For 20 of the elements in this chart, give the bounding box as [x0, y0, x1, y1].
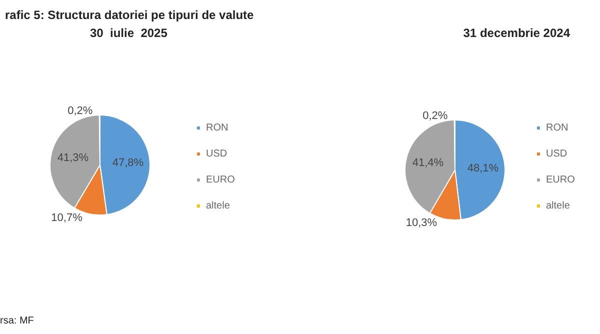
chart-subtitle: 30 iulie 2025: [90, 26, 168, 40]
data-label: 0,2%: [68, 105, 93, 117]
legend-label: USD: [206, 148, 228, 160]
data-label: 10,3%: [406, 216, 438, 229]
data-label: 10,7%: [51, 212, 83, 224]
data-label: 0,2%: [422, 110, 448, 122]
data-label: 48,1%: [467, 162, 499, 174]
data-label: 41,3%: [57, 152, 89, 164]
legend-label: altele: [546, 200, 570, 212]
chart-title: rafic 5: Structura datoriei pe tipuri de valute: [5, 8, 254, 22]
legend-label: USD: [546, 148, 568, 160]
legend-label: RON: [546, 122, 568, 134]
legend-label: EURO: [546, 174, 576, 186]
legend-label: altele: [206, 200, 230, 212]
data-label: 41,4%: [412, 156, 444, 169]
legend-label: EURO: [206, 174, 236, 186]
text: rsa: MF: [0, 316, 34, 326]
legend-label: RON: [206, 122, 228, 134]
chart-title: 31 decembrie 2024: [463, 26, 570, 40]
data-label: 47,8%: [112, 157, 144, 170]
